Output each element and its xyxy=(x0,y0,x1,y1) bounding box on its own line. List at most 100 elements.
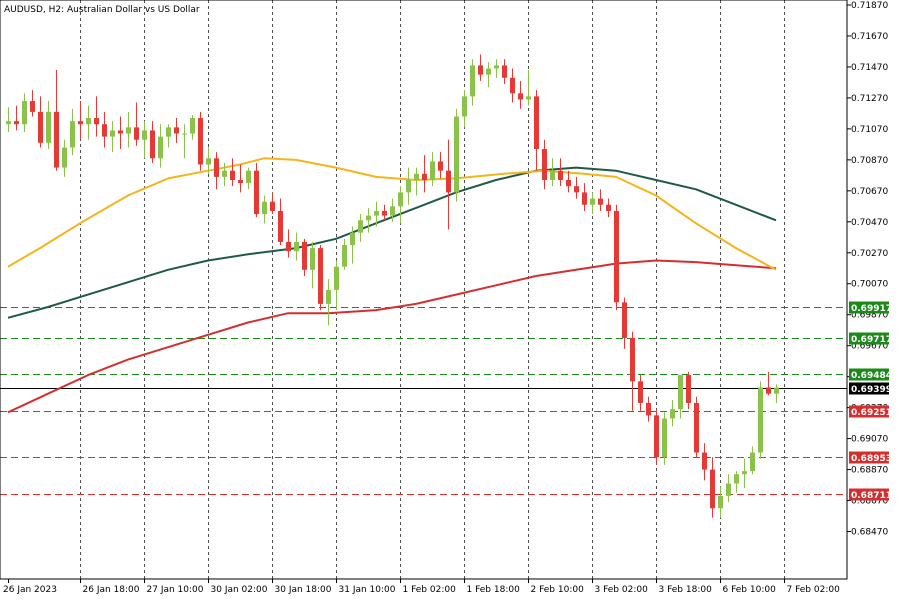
bearish-candle xyxy=(174,118,179,143)
candle-body xyxy=(422,173,427,180)
candle-body xyxy=(110,130,115,137)
bullish-candle xyxy=(486,62,491,88)
bearish-candle xyxy=(558,158,563,187)
candle-body xyxy=(302,241,307,270)
bearish-candle xyxy=(422,155,427,193)
candle-body xyxy=(590,198,595,205)
bullish-candle xyxy=(742,458,747,489)
candle-body xyxy=(438,161,443,171)
y-tick-label: 0.70870 xyxy=(851,156,888,166)
candle-body xyxy=(78,121,83,125)
candle-body xyxy=(30,101,35,112)
candle-body xyxy=(46,111,51,143)
resistance-level-tag xyxy=(849,405,889,418)
bearish-candle xyxy=(630,331,635,411)
bullish-candle xyxy=(374,201,379,227)
candle-body xyxy=(350,232,355,246)
bullish-candle xyxy=(678,375,683,419)
candle-body xyxy=(14,121,19,125)
bearish-candle xyxy=(14,105,19,131)
y-tick-label: 0.70070 xyxy=(851,280,888,290)
bearish-candle xyxy=(230,158,235,187)
candle-body xyxy=(390,206,395,216)
support-level-tag xyxy=(849,368,889,381)
bullish-candle xyxy=(590,192,595,215)
bullish-candle xyxy=(430,152,435,187)
candle-body xyxy=(638,381,643,403)
support-level-label: 0.69484 xyxy=(851,371,892,381)
y-tick-label: 0.71870 xyxy=(851,1,888,11)
support-level-tag xyxy=(849,332,889,345)
candle-body xyxy=(62,147,67,168)
candle-body xyxy=(774,387,779,394)
candle-body xyxy=(534,96,539,150)
x-tick-label: 1 Feb 18:00 xyxy=(467,585,521,595)
candle-body xyxy=(622,302,627,338)
moving-averages xyxy=(7,157,777,414)
candle-body xyxy=(142,130,147,140)
bearish-candle xyxy=(566,170,571,193)
bullish-candle xyxy=(206,147,211,174)
bearish-candle xyxy=(38,96,43,148)
x-tick-label: 30 Jan 02:00 xyxy=(211,585,268,595)
bearish-candle xyxy=(710,457,715,518)
x-tick-label: 6 Feb 10:00 xyxy=(723,585,777,595)
bullish-candle xyxy=(366,207,371,233)
candle-body xyxy=(190,118,195,134)
bullish-candle xyxy=(334,260,339,311)
mid-moving-average-line xyxy=(7,166,777,319)
x-tick-label: 26 Jan 18:00 xyxy=(83,585,140,595)
x-tick-label: 7 Feb 02:00 xyxy=(787,585,841,595)
bullish-candle xyxy=(294,232,299,261)
bullish-candle xyxy=(750,446,755,475)
bearish-candle xyxy=(614,204,619,311)
candle-body xyxy=(198,118,203,165)
candle-body xyxy=(206,158,211,165)
bullish-candle xyxy=(454,108,459,202)
candle-body xyxy=(526,96,531,100)
bearish-candle xyxy=(254,162,259,218)
bullish-candle xyxy=(46,101,51,150)
bullish-candle xyxy=(22,93,27,132)
bearish-candle xyxy=(270,192,275,215)
bearish-candle xyxy=(198,111,203,171)
candle-body xyxy=(662,418,667,458)
bullish-candle xyxy=(758,381,763,459)
candle-body xyxy=(446,170,451,193)
candle-body xyxy=(366,215,371,221)
y-tick-label: 0.68470 xyxy=(851,528,888,538)
candle-body xyxy=(230,170,235,180)
level-price-tags: 0.69917 0.69717 0.69484 0.69399 0.69251 0.689… xyxy=(849,301,892,501)
bullish-candle xyxy=(390,198,395,222)
bearish-candle xyxy=(574,176,579,199)
y-tick-label: 0.71470 xyxy=(851,63,888,73)
bearish-candle xyxy=(118,116,123,150)
resistance-level-tag xyxy=(849,488,889,501)
bearish-candle xyxy=(214,152,219,190)
bearish-candle xyxy=(582,183,587,211)
support-level-label: 0.69717 xyxy=(851,335,892,345)
y-tick-label: 0.71270 xyxy=(851,94,888,104)
chart-title: AUDUSD, H2: Australian Dollar vs US Doll… xyxy=(4,5,200,15)
bearish-candle xyxy=(134,102,139,146)
x-tick-label: 1 Feb 02:00 xyxy=(403,585,457,595)
y-tick-label: 0.70470 xyxy=(851,218,888,228)
x-tick-label: 30 Jan 18:00 xyxy=(275,585,332,595)
bullish-candle xyxy=(86,105,91,140)
bullish-candle xyxy=(726,474,731,503)
candle-body xyxy=(342,245,347,267)
bearish-candle xyxy=(438,152,443,179)
bearish-candle xyxy=(102,111,107,148)
candle-body xyxy=(470,65,475,97)
bullish-candle xyxy=(414,167,419,196)
bullish-candle xyxy=(550,158,555,187)
bullish-candle xyxy=(110,121,115,153)
bullish-candle xyxy=(70,108,75,156)
bearish-candle xyxy=(286,229,291,258)
candle-body xyxy=(710,469,715,509)
bullish-candle xyxy=(398,186,403,224)
bullish-candle xyxy=(246,167,251,190)
time-axis[interactable]: 26 Jan 2023 26 Jan 18:00 27 Jan 10:00 30 Ja… xyxy=(3,579,840,595)
